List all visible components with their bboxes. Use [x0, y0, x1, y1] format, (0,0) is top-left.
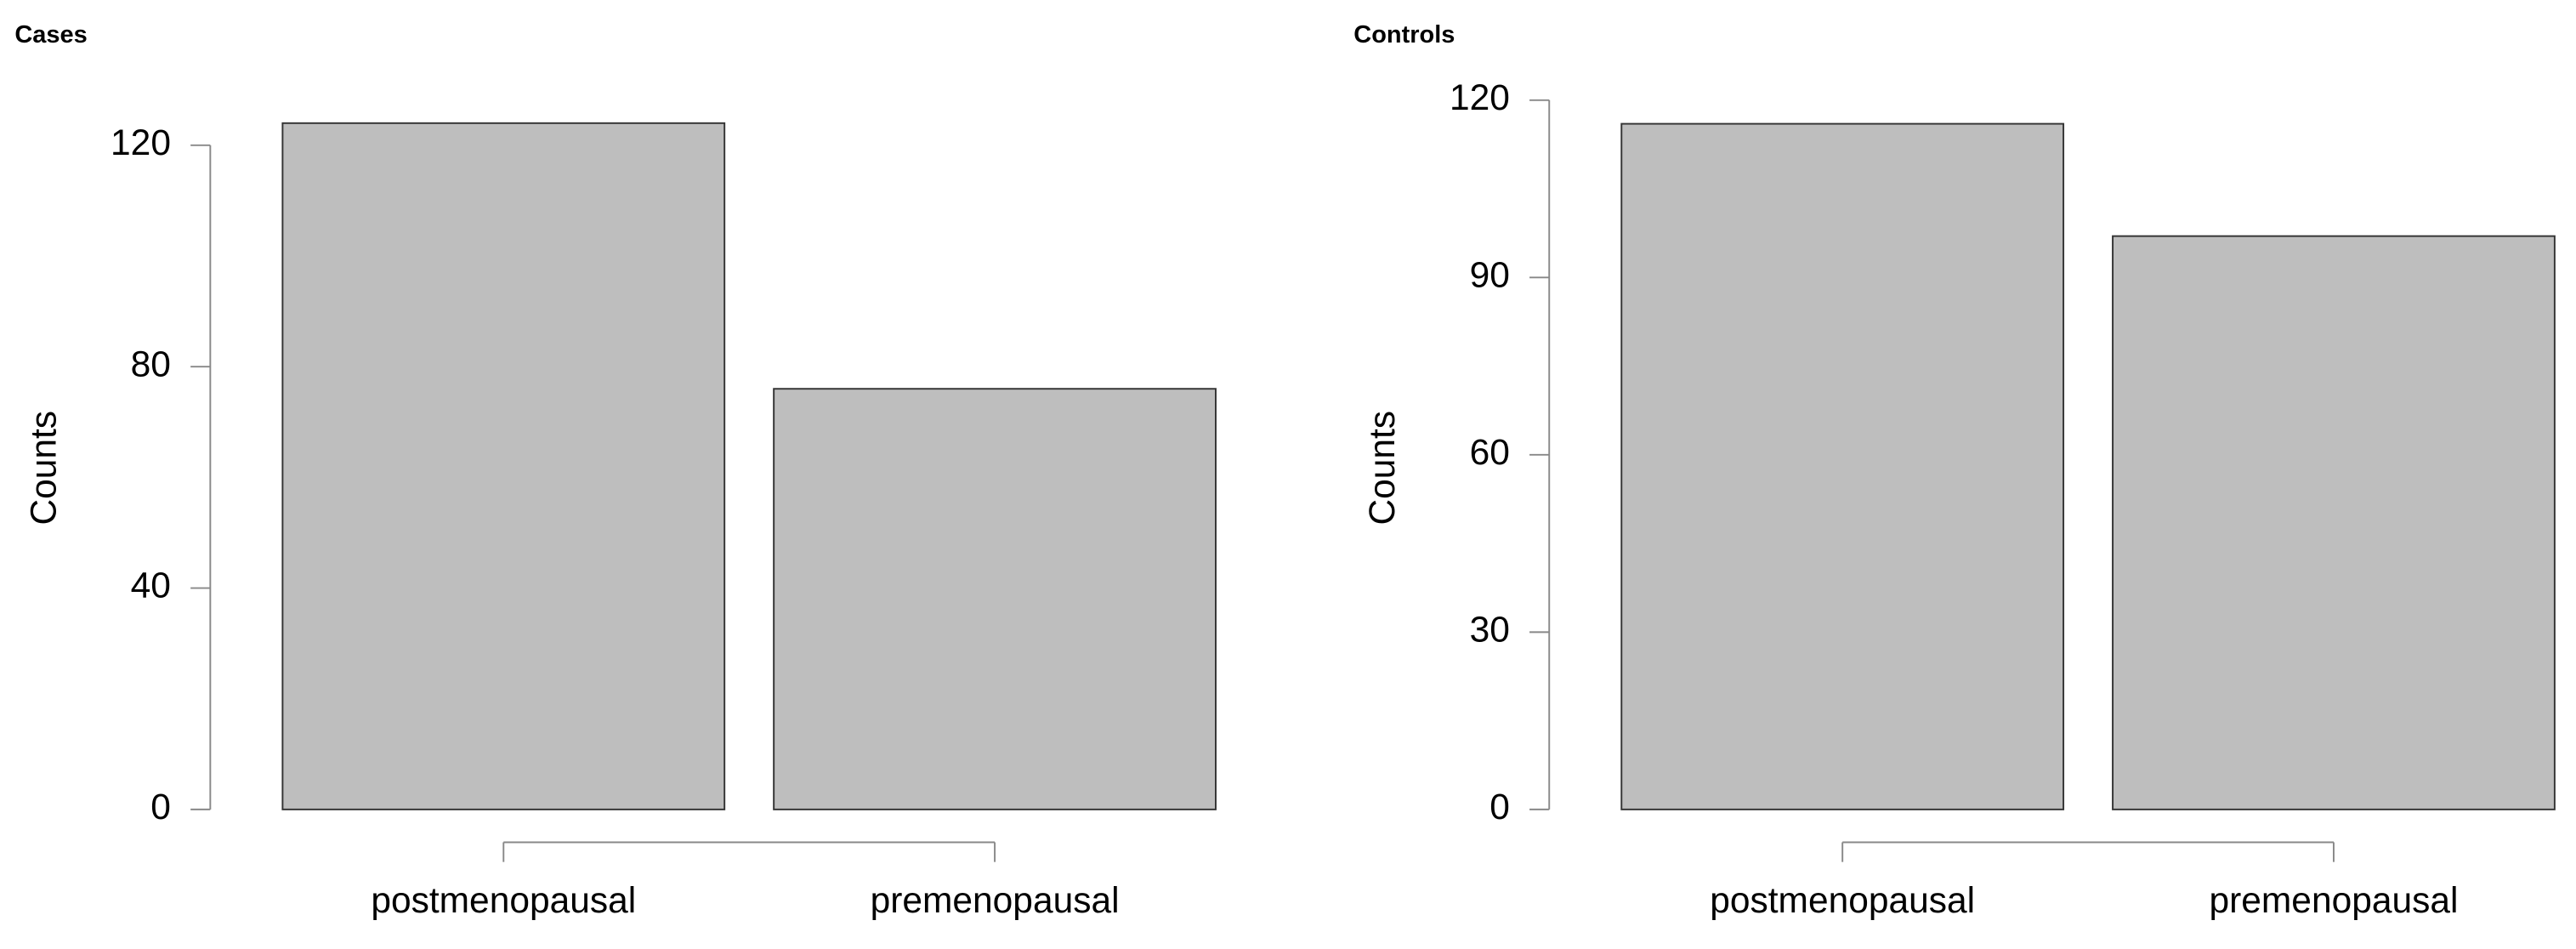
x-tick-label: premenopausal [871, 881, 1120, 921]
bar [773, 388, 1217, 810]
chart-title: Cases [14, 21, 87, 48]
y-axis-label: Counts [24, 411, 64, 526]
x-tick-label: postmenopausal [371, 881, 636, 921]
y-tick-label: 120 [111, 123, 171, 163]
x-tick-label: postmenopausal [1710, 881, 1975, 921]
x-tick-label: premenopausal [2209, 881, 2458, 921]
y-tick-label: 40 [131, 566, 171, 606]
y-tick-label: 0 [1489, 787, 1510, 827]
y-tick-label: 120 [1450, 78, 1510, 118]
y-tick-label: 0 [150, 787, 171, 827]
chart-title: Controls [1353, 21, 1455, 48]
y-tick-label: 30 [1470, 611, 1510, 651]
y-tick-label: 80 [131, 344, 171, 384]
y-tick-label: 90 [1470, 256, 1510, 296]
bar [2112, 235, 2556, 810]
y-tick-label: 60 [1470, 433, 1510, 473]
bar [1620, 122, 2065, 810]
bar [281, 122, 726, 810]
y-axis-label: Counts [1363, 411, 1403, 526]
